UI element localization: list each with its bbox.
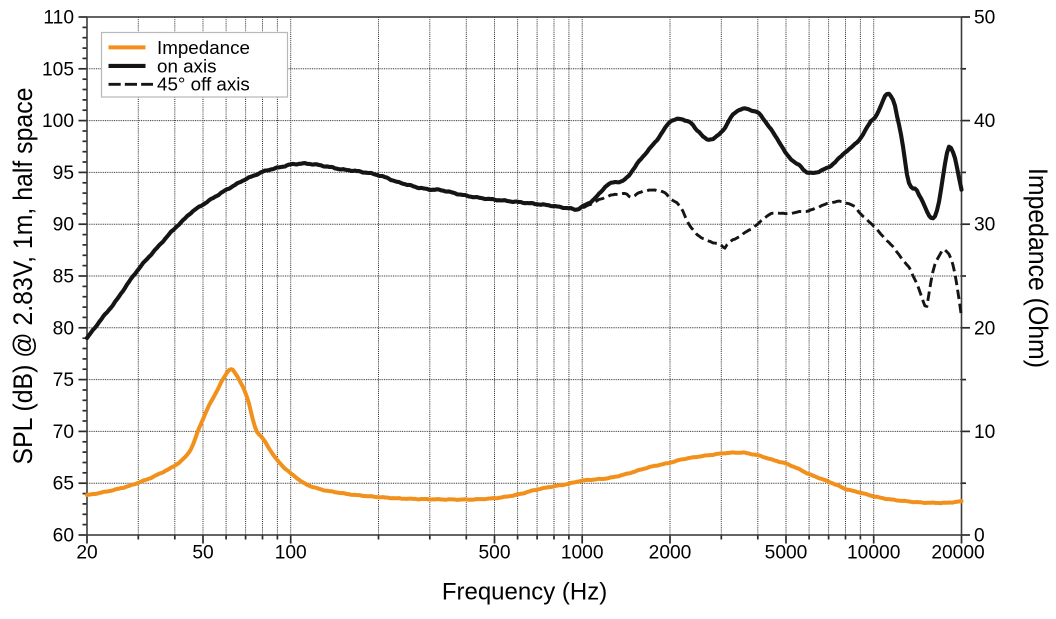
- svg-text:on axis: on axis: [157, 55, 217, 76]
- svg-text:60: 60: [53, 526, 74, 547]
- svg-text:95: 95: [53, 163, 74, 184]
- svg-text:0: 0: [974, 526, 985, 547]
- svg-text:110: 110: [43, 8, 74, 29]
- svg-text:100: 100: [275, 543, 307, 564]
- svg-text:SPL (dB) @ 2.83V, 1m, half spa: SPL (dB) @ 2.83V, 1m, half space: [8, 88, 38, 465]
- svg-text:45° off axis: 45° off axis: [157, 74, 250, 95]
- svg-text:500: 500: [478, 543, 510, 564]
- svg-text:40: 40: [974, 111, 995, 132]
- svg-text:Frequency (Hz): Frequency (Hz): [442, 579, 607, 606]
- svg-text:90: 90: [53, 215, 74, 236]
- svg-text:5000: 5000: [765, 543, 808, 564]
- svg-text:75: 75: [53, 370, 74, 391]
- svg-text:50: 50: [192, 543, 213, 564]
- svg-text:20: 20: [76, 543, 97, 564]
- svg-text:70: 70: [53, 422, 74, 443]
- svg-text:85: 85: [53, 267, 74, 288]
- svg-text:100: 100: [42, 111, 74, 132]
- svg-text:80: 80: [53, 318, 74, 339]
- svg-text:20000: 20000: [931, 543, 984, 564]
- svg-text:65: 65: [53, 474, 74, 495]
- svg-text:105: 105: [42, 59, 74, 80]
- svg-text:10: 10: [974, 422, 995, 443]
- svg-text:30: 30: [974, 215, 995, 236]
- svg-text:2000: 2000: [649, 543, 692, 564]
- svg-text:10000: 10000: [847, 543, 900, 564]
- svg-text:Impedance: Impedance: [157, 37, 250, 58]
- svg-text:Impedance (Ohm): Impedance (Ohm): [1023, 168, 1053, 368]
- svg-text:1000: 1000: [561, 543, 604, 564]
- svg-text:20: 20: [974, 318, 995, 339]
- svg-text:50: 50: [974, 8, 995, 29]
